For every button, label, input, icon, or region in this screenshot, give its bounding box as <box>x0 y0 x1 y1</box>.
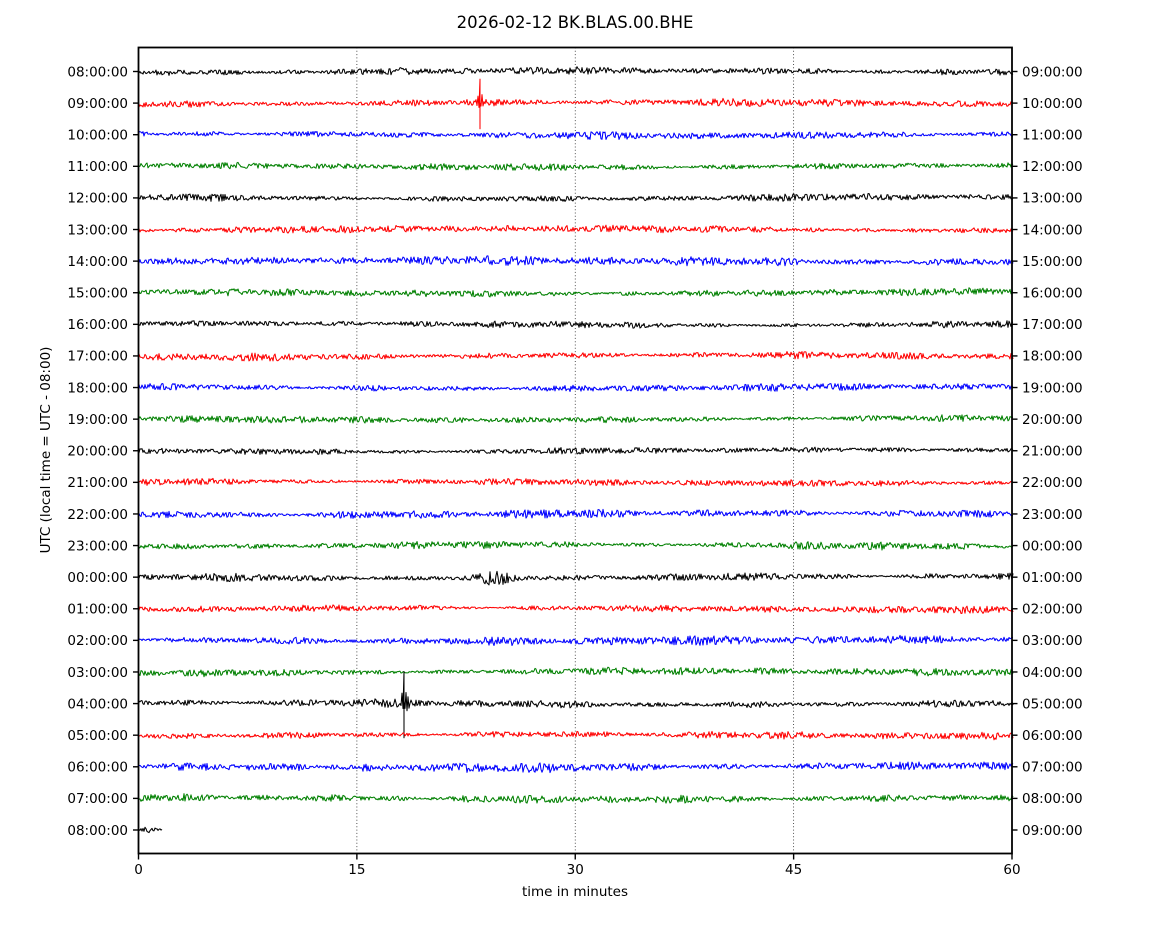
local-time-label-21: 06:00:00 <box>1022 728 1083 744</box>
trace-row-6-utc-140000 <box>137 255 1014 267</box>
local-time-label-16: 01:00:00 <box>1022 570 1083 586</box>
utc-time-label-11: 19:00:00 <box>67 412 128 428</box>
x-tick-label-15: 15 <box>348 862 365 878</box>
utc-time-label-2: 10:00:00 <box>67 128 128 144</box>
utc-time-label-9: 17:00:00 <box>67 349 128 365</box>
x-tick-label-0: 0 <box>134 862 143 878</box>
local-time-label-3: 12:00:00 <box>1022 159 1083 175</box>
local-time-label-19: 04:00:00 <box>1022 665 1083 681</box>
utc-time-label-24: 08:00:00 <box>67 823 128 839</box>
local-time-label-0: 09:00:00 <box>1022 64 1083 80</box>
local-time-label-17: 02:00:00 <box>1022 602 1083 618</box>
utc-time-label-6: 14:00:00 <box>67 254 128 270</box>
x-tick-label-30: 30 <box>567 862 584 878</box>
utc-time-label-20: 04:00:00 <box>67 696 128 712</box>
trace-row-2-utc-100000 <box>137 130 1014 140</box>
local-time-label-23: 08:00:00 <box>1022 791 1083 807</box>
trace-row-17-utc-010000 <box>138 604 1014 615</box>
trace-row-5-utc-130000 <box>138 224 1014 234</box>
trace-row-20-utc-040000 <box>137 671 1014 739</box>
utc-time-label-16: 00:00:00 <box>67 570 128 586</box>
local-time-label-10: 19:00:00 <box>1022 380 1083 396</box>
x-tick-label-60: 60 <box>1003 862 1020 878</box>
utc-time-label-23: 07:00:00 <box>67 791 128 807</box>
utc-time-label-22: 06:00:00 <box>67 760 128 776</box>
utc-time-label-5: 13:00:00 <box>67 222 128 238</box>
trace-row-3-utc-110000 <box>138 161 1014 172</box>
local-time-label-8: 17:00:00 <box>1022 317 1083 333</box>
local-time-label-2: 11:00:00 <box>1022 128 1083 144</box>
local-time-label-15: 00:00:00 <box>1022 538 1083 554</box>
local-time-label-18: 03:00:00 <box>1022 633 1083 649</box>
local-time-label-12: 21:00:00 <box>1022 444 1083 460</box>
utc-time-label-19: 03:00:00 <box>67 665 128 681</box>
utc-time-label-1: 09:00:00 <box>67 96 128 112</box>
utc-time-label-10: 18:00:00 <box>67 380 128 396</box>
local-time-label-14: 23:00:00 <box>1022 507 1083 523</box>
local-time-label-20: 05:00:00 <box>1022 696 1083 712</box>
trace-row-13-utc-210000 <box>138 477 1014 487</box>
trace-row-16-utc-000000 <box>138 570 1014 586</box>
local-time-label-4: 13:00:00 <box>1022 191 1083 207</box>
local-time-label-11: 20:00:00 <box>1022 412 1083 428</box>
trace-row-10-utc-180000 <box>137 382 1014 393</box>
page-title: 2026-02-12 BK.BLAS.00.BHE <box>456 13 694 32</box>
utc-time-label-15: 23:00:00 <box>67 538 128 554</box>
utc-time-label-8: 16:00:00 <box>67 317 128 333</box>
trace-row-24-utc-080000 <box>138 826 163 834</box>
local-time-label-6: 15:00:00 <box>1022 254 1083 270</box>
utc-time-label-4: 12:00:00 <box>67 191 128 207</box>
utc-time-label-21: 05:00:00 <box>67 728 128 744</box>
trace-row-18-utc-020000 <box>137 634 1014 647</box>
utc-time-label-17: 01:00:00 <box>67 602 128 618</box>
utc-time-label-12: 20:00:00 <box>67 444 128 460</box>
trace-row-11-utc-190000 <box>138 414 1014 424</box>
trace-row-22-utc-060000 <box>138 761 1014 774</box>
trace-row-19-utc-030000 <box>137 666 1014 678</box>
trace-row-14-utc-220000 <box>138 508 1014 519</box>
local-time-label-1: 10:00:00 <box>1022 96 1083 112</box>
trace-row-8-utc-160000 <box>138 320 1014 329</box>
trace-row-12-utc-200000 <box>137 446 1014 455</box>
local-time-label-5: 14:00:00 <box>1022 222 1083 238</box>
local-time-label-9: 18:00:00 <box>1022 349 1083 365</box>
trace-row-15-utc-230000 <box>137 540 1014 551</box>
local-time-label-7: 16:00:00 <box>1022 286 1083 302</box>
trace-row-1-utc-090000 <box>137 78 1014 130</box>
local-time-label-13: 22:00:00 <box>1022 475 1083 491</box>
utc-time-label-18: 02:00:00 <box>67 633 128 649</box>
trace-row-0-utc-080000 <box>138 66 1014 76</box>
trace-row-9-utc-170000 <box>137 351 1014 362</box>
utc-time-label-3: 11:00:00 <box>67 159 128 175</box>
trace-row-21-utc-050000 <box>138 730 1014 741</box>
local-time-label-22: 07:00:00 <box>1022 760 1083 776</box>
trace-row-4-utc-120000 <box>138 192 1014 202</box>
trace-row-7-utc-150000 <box>137 287 1014 298</box>
utc-time-label-0: 08:00:00 <box>67 64 128 80</box>
utc-time-label-13: 21:00:00 <box>67 475 128 491</box>
x-tick-label-45: 45 <box>785 862 802 878</box>
utc-time-label-14: 22:00:00 <box>67 507 128 523</box>
x-axis-label: time in minutes <box>521 884 629 900</box>
utc-time-label-7: 15:00:00 <box>67 286 128 302</box>
local-time-label-24: 09:00:00 <box>1022 823 1083 839</box>
trace-row-23-utc-070000 <box>138 793 1014 804</box>
